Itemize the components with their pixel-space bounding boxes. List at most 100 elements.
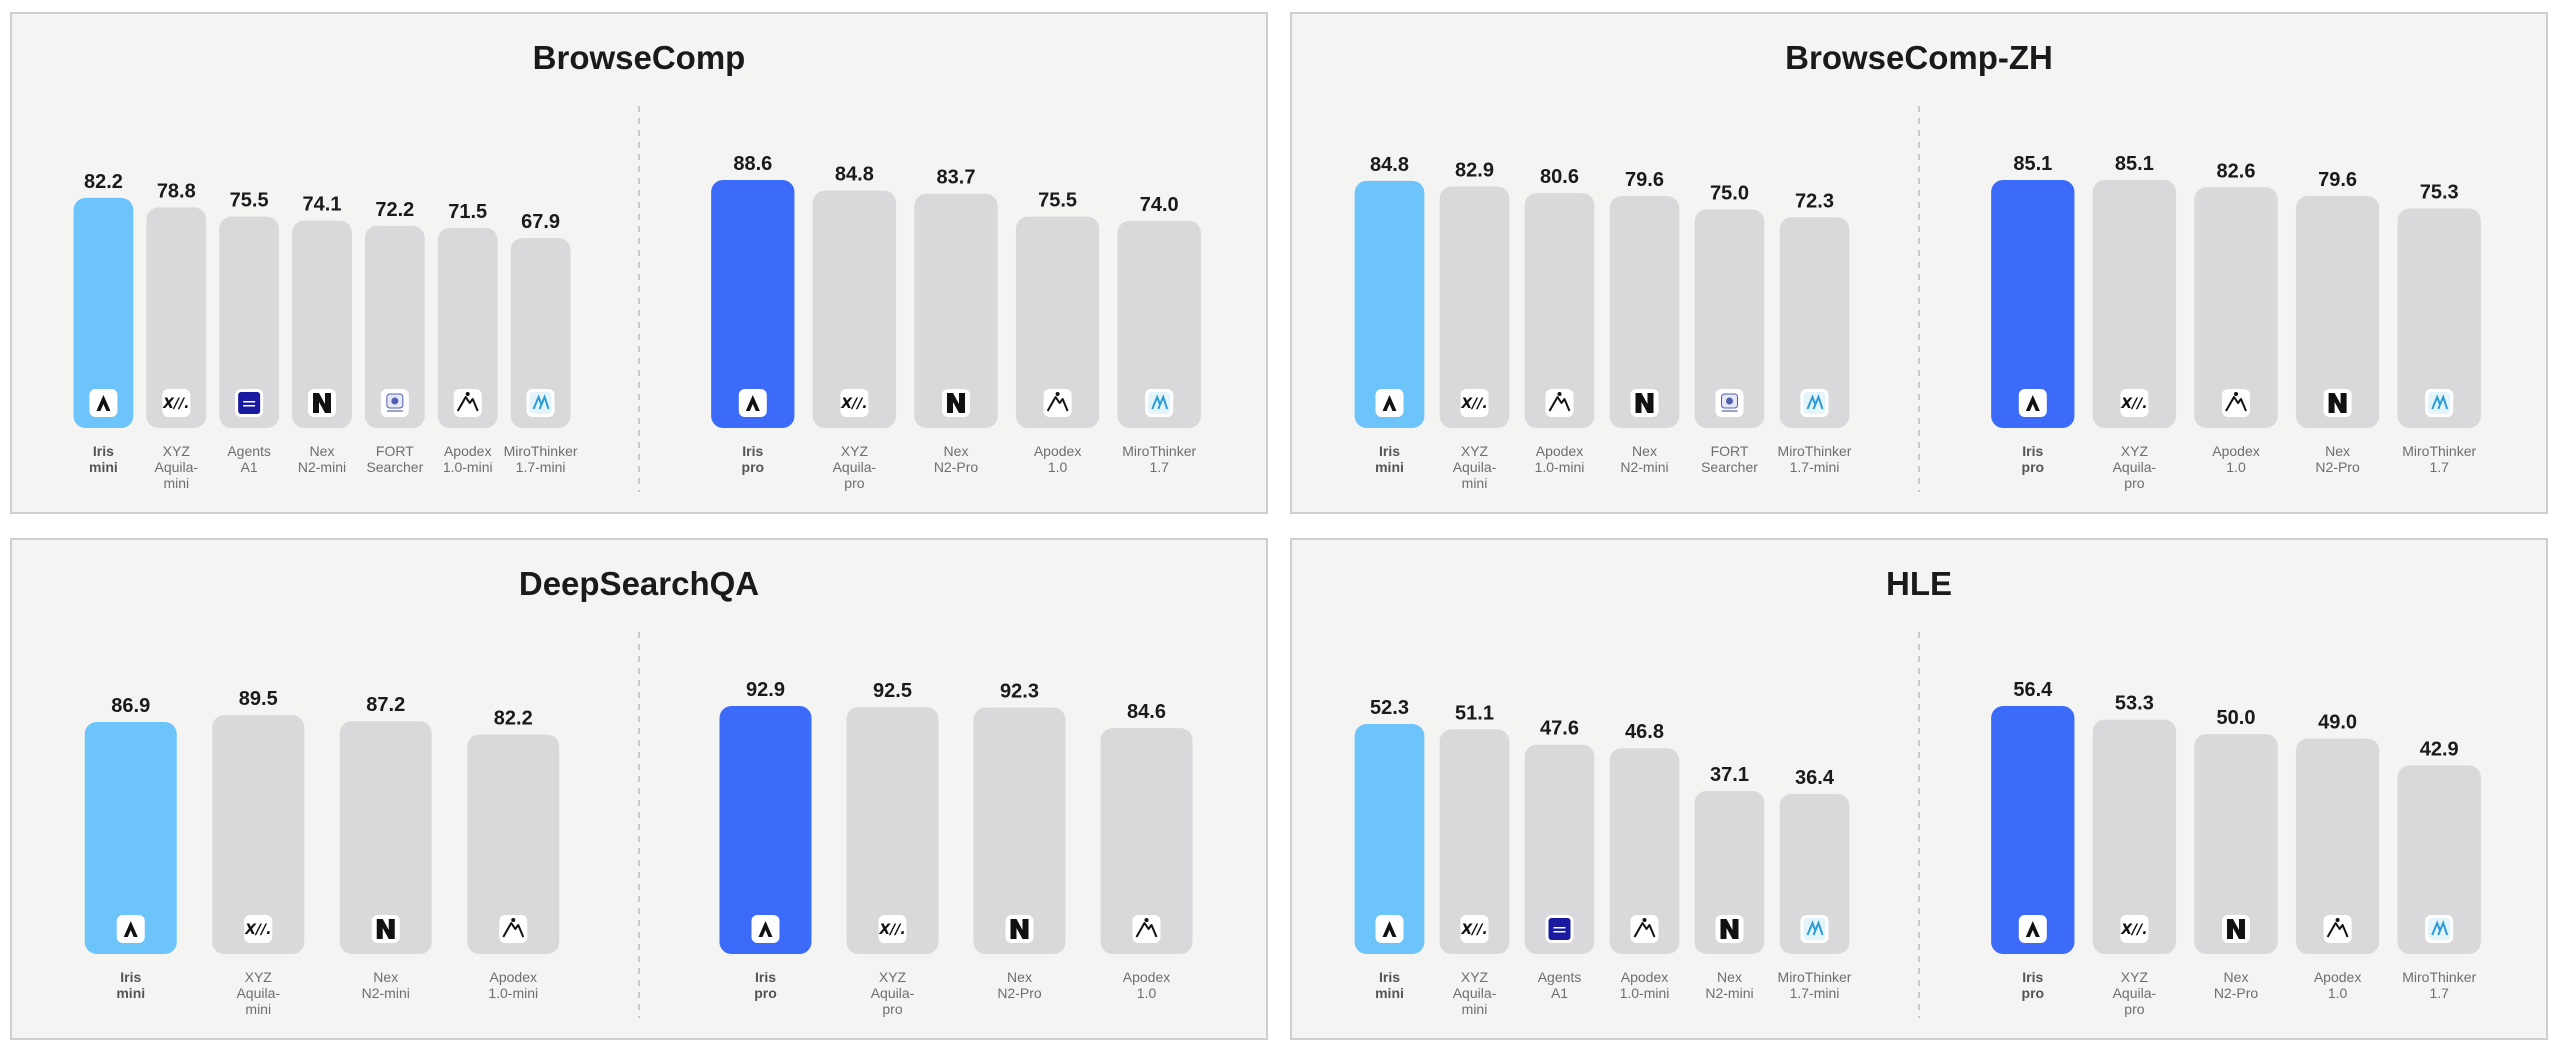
- bar: [292, 220, 352, 428]
- svg-text:X//.: X//.: [162, 396, 189, 412]
- category-label: XYZ: [2121, 969, 2149, 985]
- bar: [973, 707, 1066, 954]
- bar: [2194, 187, 2278, 428]
- category-label: N2-Pro: [2315, 459, 2360, 475]
- bar: [1609, 748, 1680, 954]
- chart-title: BrowseComp: [533, 39, 746, 76]
- nex-icon: [2222, 915, 2250, 943]
- bar: [364, 225, 425, 428]
- category-label: Iris: [120, 969, 141, 985]
- category-label: Nex: [2224, 969, 2249, 985]
- category-label: 1.0: [2328, 985, 2348, 1001]
- apodex-icon: [1545, 389, 1574, 417]
- bar: [437, 227, 498, 428]
- value-label: 75.5: [1038, 190, 1077, 212]
- value-label: 52.3: [1370, 697, 1409, 719]
- category-label: pro: [882, 1001, 902, 1017]
- value-label: 92.3: [1000, 681, 1039, 703]
- category-label: Searcher: [366, 459, 423, 475]
- category-label: Nex: [1632, 443, 1657, 459]
- bar: [1524, 193, 1595, 428]
- category-label: Agents: [227, 443, 271, 459]
- category-label: Nex: [310, 443, 335, 459]
- category-label: 1.0: [1048, 459, 1068, 475]
- category-label: Nex: [373, 969, 398, 985]
- category-label: XYZ: [163, 443, 191, 459]
- apodex-icon: [1132, 915, 1161, 943]
- category-label: MiroThinker: [2402, 969, 2476, 985]
- value-label: 79.6: [2318, 169, 2357, 191]
- value-label: 85.1: [2115, 153, 2154, 175]
- category-label: Apodex: [1123, 969, 1170, 985]
- value-label: 74.1: [303, 194, 342, 216]
- category-label: MiroThinker: [2402, 443, 2476, 459]
- category-label: Aquila-: [236, 985, 280, 1001]
- chart-panel-browsecomp: BrowseComp 82.2 Iris mini 78.8 X//. XYZ Aquila-…: [10, 12, 1268, 514]
- category-label: Aquila-: [2113, 459, 2157, 475]
- bar: [1354, 724, 1425, 954]
- value-label: 49.0: [2318, 712, 2357, 734]
- category-label: XYZ: [1461, 969, 1489, 985]
- bar: [846, 707, 939, 954]
- bar: [84, 722, 177, 954]
- value-label: 71.5: [448, 201, 487, 223]
- category-label: mini: [1375, 459, 1404, 475]
- category-label: XYZ: [1461, 443, 1489, 459]
- miro-icon: [2425, 915, 2454, 943]
- value-label: 75.3: [2420, 182, 2459, 204]
- value-label: 67.9: [521, 211, 560, 233]
- svg-text:X//.: X//.: [1460, 396, 1487, 412]
- xyz-icon: X//.: [2120, 389, 2149, 417]
- apodex-icon: [1630, 915, 1659, 943]
- value-label: 74.0: [1140, 194, 1179, 216]
- value-label: 72.2: [375, 199, 414, 221]
- iris-icon: [2018, 915, 2047, 943]
- category-label: mini: [1462, 1001, 1488, 1017]
- value-label: 42.9: [2420, 738, 2459, 760]
- bar: [212, 715, 305, 954]
- value-label: 72.3: [1795, 190, 1834, 212]
- xyz-icon: X//.: [162, 389, 191, 417]
- value-label: 36.4: [1795, 767, 1835, 789]
- category-label: 1.0: [2226, 459, 2246, 475]
- value-label: 47.6: [1540, 718, 1579, 740]
- nex-icon: [308, 389, 336, 417]
- miro-icon: [1800, 915, 1829, 943]
- category-label: Iris: [1379, 443, 1400, 459]
- value-label: 82.9: [1455, 159, 1494, 181]
- category-label: mini: [89, 459, 118, 475]
- category-label: pro: [754, 985, 777, 1001]
- category-label: mini: [1375, 985, 1404, 1001]
- category-label: Iris: [2022, 443, 2043, 459]
- value-label: 82.2: [494, 708, 533, 730]
- svg-text:X//.: X//.: [1460, 922, 1487, 938]
- bar: [1991, 180, 2075, 428]
- category-label: Iris: [1379, 969, 1400, 985]
- bar: [2194, 734, 2278, 954]
- xyz-icon: X//.: [244, 915, 273, 943]
- nex-icon: [1715, 915, 1744, 943]
- category-label: Apodex: [1034, 443, 1081, 459]
- value-label: 84.8: [1370, 154, 1409, 176]
- value-label: 92.5: [873, 680, 912, 702]
- value-label: 84.8: [835, 164, 874, 186]
- category-label: FORT: [1711, 443, 1749, 459]
- bar: [1015, 216, 1100, 428]
- chart-browsecomp-zh: BrowseComp-ZH84.8Irismini82.9X//.XYZAqui…: [1354, 39, 2481, 492]
- bar: [2397, 208, 2481, 428]
